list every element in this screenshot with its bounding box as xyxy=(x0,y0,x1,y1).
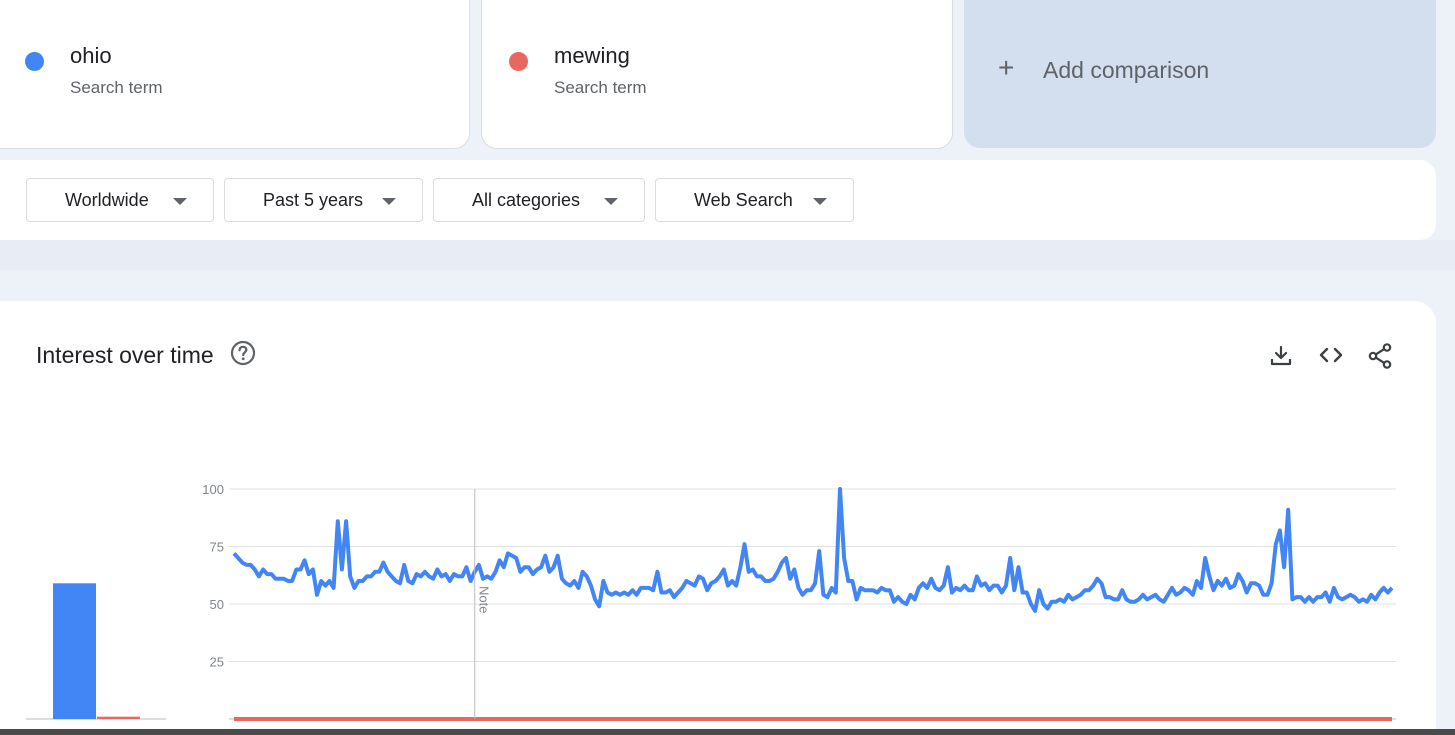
embed-code-icon[interactable] xyxy=(1318,343,1344,372)
plus-icon: + xyxy=(998,52,1015,83)
y-tick-label: 100 xyxy=(202,482,224,497)
term-type-ohio: Search term xyxy=(70,78,163,97)
term-card-ohio[interactable]: ohio Search term xyxy=(0,0,470,149)
y-tick-label: 75 xyxy=(210,540,224,555)
region-dropdown-label: Worldwide xyxy=(65,189,149,210)
region-dropdown[interactable]: Worldwide xyxy=(26,178,214,222)
caret-down-icon xyxy=(604,198,618,205)
time-range-dropdown[interactable]: Past 5 years xyxy=(224,178,423,222)
caret-down-icon xyxy=(382,198,396,205)
caret-down-icon xyxy=(173,198,187,205)
category-dropdown[interactable]: All categories xyxy=(433,178,645,222)
annotation-label: Note xyxy=(477,586,492,613)
add-comparison-label: Add comparison xyxy=(1043,57,1210,83)
category-dropdown-label: All categories xyxy=(472,189,581,210)
add-comparison-button[interactable]: + Add comparison xyxy=(964,0,1436,148)
chart-title: Interest over time xyxy=(36,342,214,368)
interest-over-time-card: 25 50 75 100 Note Interest over time xyxy=(0,301,1436,735)
average-bar-mewing xyxy=(97,716,140,719)
mewing-color-dot xyxy=(509,52,528,71)
time-range-dropdown-label: Past 5 years xyxy=(263,189,364,210)
help-icon[interactable] xyxy=(230,340,256,371)
share-icon[interactable] xyxy=(1368,343,1392,374)
window-bottom-edge xyxy=(0,729,1455,735)
search-property-dropdown-label: Web Search xyxy=(694,189,793,210)
average-bar-ohio xyxy=(53,583,96,719)
ohio-color-dot xyxy=(25,52,44,71)
term-card-mewing[interactable]: mewing Search term xyxy=(481,0,953,149)
download-icon[interactable] xyxy=(1269,343,1293,372)
interest-chart[interactable]: 25 50 75 100 Note xyxy=(0,301,1436,735)
caret-down-icon xyxy=(813,198,827,205)
y-tick-label: 25 xyxy=(210,655,224,670)
series-line-ohio xyxy=(232,487,1394,613)
section-divider xyxy=(0,240,1455,270)
term-type-mewing: Search term xyxy=(554,78,647,97)
term-name-mewing: mewing xyxy=(554,43,630,68)
filter-bar: Worldwide Past 5 years All categories We… xyxy=(0,160,1436,240)
y-tick-label: 50 xyxy=(210,597,224,612)
term-name-ohio: ohio xyxy=(70,43,112,68)
search-property-dropdown[interactable]: Web Search xyxy=(655,178,854,222)
